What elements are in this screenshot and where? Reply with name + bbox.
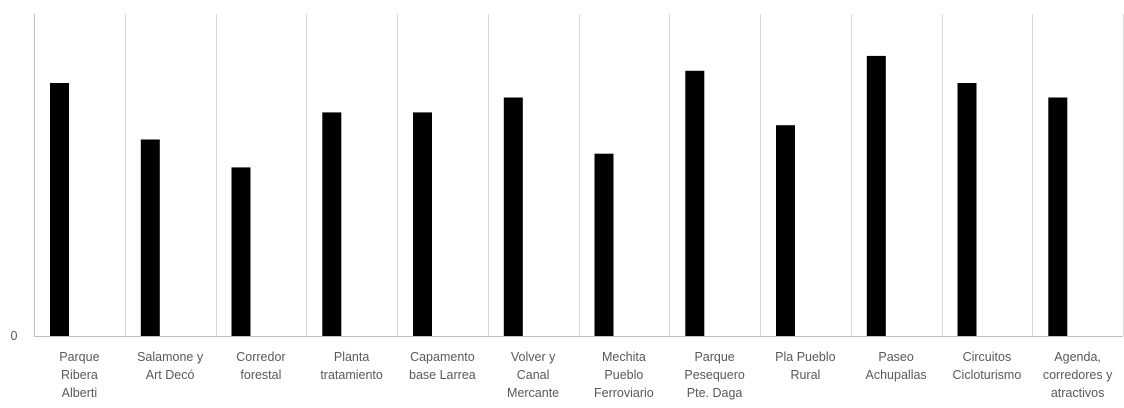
bar xyxy=(776,125,795,336)
x-tick-label: Paseo Achupallas xyxy=(866,350,927,382)
bar xyxy=(50,83,69,336)
x-tick-label: Planta tratamiento xyxy=(320,350,383,382)
bar xyxy=(957,83,977,336)
x-tick-label: Circuitos Cicloturismo xyxy=(953,350,1022,382)
bar xyxy=(413,112,432,337)
x-tick-label: Agenda, corredores y atractivos xyxy=(1043,350,1113,400)
x-tick-label: Volver y Canal Mercante xyxy=(507,350,559,400)
y-tick-label: 0 xyxy=(11,329,18,343)
x-tick-label: Parque Ribera Alberti xyxy=(59,350,99,400)
bar xyxy=(322,112,342,337)
x-tick-label: Salamone y Art Decó xyxy=(137,350,204,382)
axes: 0 xyxy=(11,329,1123,343)
tick-labels: Parque Ribera Alberti Salamone y Art Decó Cor… xyxy=(59,350,1113,400)
x-tick-label: Capamento base Larrea xyxy=(409,350,476,382)
bar xyxy=(231,167,251,336)
x-tick-label: Pla Pueblo Rural xyxy=(775,350,836,382)
bar xyxy=(685,70,705,337)
x-tick-label: Corredor forestal xyxy=(236,350,285,382)
bars xyxy=(50,55,1068,337)
bar xyxy=(594,153,614,336)
bar xyxy=(140,139,160,336)
x-tick-label: Mechita Pueblo Ferroviario xyxy=(594,350,654,400)
bar xyxy=(1048,97,1068,336)
bar xyxy=(503,97,523,336)
x-tick-label: Parque Pesequero Pte. Daga xyxy=(684,350,745,400)
bar xyxy=(866,55,886,337)
